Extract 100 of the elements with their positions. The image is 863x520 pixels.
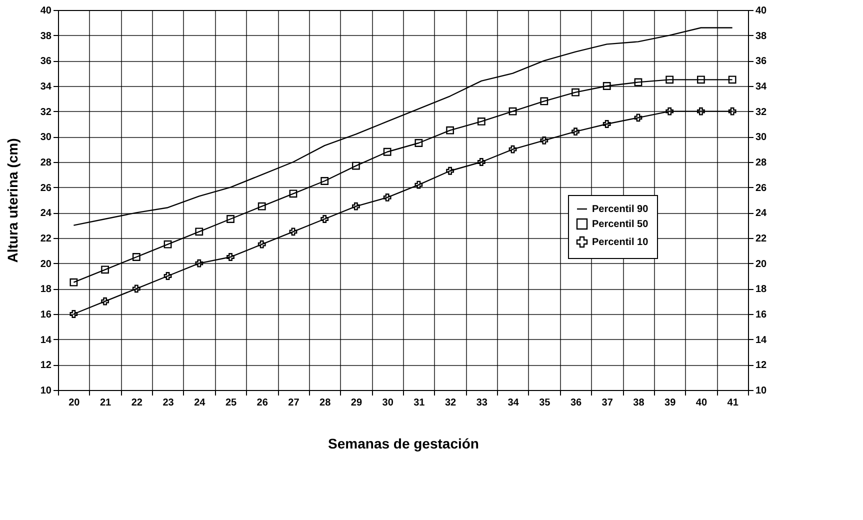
- y2-tick-label: 16: [756, 310, 768, 320]
- y2-tick-label: 34: [756, 82, 768, 92]
- x-tick-label: 31: [414, 398, 426, 408]
- point: [352, 202, 360, 210]
- point: [634, 78, 642, 86]
- point: [258, 240, 266, 248]
- y-tick-label: 22: [40, 234, 52, 244]
- y-tick-label: 30: [40, 132, 52, 144]
- point: [352, 162, 360, 170]
- x-tick-label: 23: [162, 398, 174, 408]
- point: [414, 180, 423, 189]
- point: [697, 76, 705, 84]
- point: [540, 97, 548, 106]
- y2-tick-label: 26: [756, 182, 768, 194]
- y2-tick-label: 14: [756, 334, 768, 346]
- x-tick-label: 22: [131, 398, 143, 408]
- y-tick-label: 24: [40, 208, 52, 220]
- y-tick-label: 36: [40, 56, 52, 68]
- point: [164, 240, 172, 248]
- y-tick-label: 20: [40, 258, 52, 270]
- x-tick-label: 20: [68, 398, 80, 408]
- x-tick-label: 39: [664, 398, 676, 408]
- x-tick-label: 25: [225, 398, 237, 408]
- point: [602, 82, 611, 90]
- point: [70, 278, 78, 286]
- x-tick-label: 33: [476, 398, 488, 408]
- point: [508, 107, 517, 116]
- point: [728, 76, 736, 84]
- x-tick-label: 38: [633, 398, 645, 408]
- point: [697, 107, 705, 116]
- point: [289, 190, 298, 198]
- point: [728, 107, 736, 116]
- point: [446, 166, 454, 175]
- x-tick-label: 35: [539, 398, 551, 408]
- x-tick-label: 27: [288, 398, 300, 408]
- point: [195, 259, 204, 268]
- point: [634, 114, 642, 122]
- point: [195, 228, 204, 236]
- point: [383, 194, 392, 202]
- y-tick-label: 40: [40, 6, 52, 16]
- point: [101, 266, 109, 274]
- point: [289, 228, 298, 236]
- x-tick-label: 29: [350, 398, 362, 408]
- y-axis-title: Altura uterina (cm): [4, 138, 20, 263]
- legend-label: Percentil 90: [592, 204, 649, 215]
- y-tick-label: 12: [40, 360, 52, 372]
- point: [101, 297, 109, 306]
- y2-tick-label: 32: [756, 106, 768, 118]
- point: [446, 126, 454, 134]
- point: [226, 215, 234, 223]
- point: [477, 118, 486, 126]
- x-tick-label: 40: [696, 398, 708, 408]
- y-tick-label: 38: [40, 30, 52, 42]
- point: [477, 158, 486, 166]
- y-tick-label: 32: [40, 106, 52, 118]
- point: [320, 177, 329, 185]
- point: [132, 253, 140, 261]
- y2-tick-label: 28: [756, 158, 768, 168]
- y-tick-label: 14: [40, 334, 52, 346]
- y2-tick-label: 30: [756, 132, 768, 144]
- x-tick-label: 21: [100, 398, 112, 408]
- x-tick-label: 24: [194, 398, 206, 408]
- x-tick-label: 34: [508, 398, 520, 408]
- y-tick-label: 10: [40, 386, 52, 396]
- y-tick-label: 18: [40, 284, 52, 296]
- point: [572, 128, 580, 136]
- y-tick-label: 28: [40, 158, 52, 168]
- x-tick-label: 28: [320, 398, 332, 408]
- y2-tick-label: 18: [756, 284, 768, 296]
- point: [602, 120, 611, 128]
- y2-tick-label: 20: [756, 258, 768, 270]
- y2-tick-label: 40: [756, 6, 768, 16]
- point: [508, 145, 517, 154]
- point: [540, 136, 548, 144]
- point: [132, 284, 140, 293]
- x-tick-label: 26: [256, 398, 268, 408]
- x-tick-label: 41: [727, 398, 739, 408]
- point: [320, 215, 329, 223]
- y2-tick-label: 10: [756, 386, 768, 396]
- point: [666, 107, 674, 116]
- legend-label: Percentil 10: [592, 237, 649, 248]
- x-tick-label: 36: [570, 398, 582, 408]
- y-tick-label: 26: [40, 182, 52, 194]
- y2-tick-label: 12: [756, 360, 768, 372]
- y2-tick-label: 24: [756, 208, 768, 220]
- y-tick-label: 34: [40, 82, 52, 92]
- y2-tick-label: 38: [756, 30, 768, 42]
- point: [383, 148, 392, 156]
- y2-tick-label: 36: [756, 56, 768, 68]
- x-tick-label: 30: [382, 398, 394, 408]
- y2-tick-label: 22: [756, 234, 768, 244]
- x-tick-label: 32: [444, 398, 457, 408]
- point: [70, 310, 78, 318]
- point: [164, 272, 172, 280]
- y-tick-label: 16: [40, 310, 52, 320]
- x-tick-label: 37: [602, 398, 614, 408]
- point: [226, 253, 234, 261]
- point: [666, 76, 674, 84]
- point: [414, 139, 423, 147]
- point: [258, 202, 266, 210]
